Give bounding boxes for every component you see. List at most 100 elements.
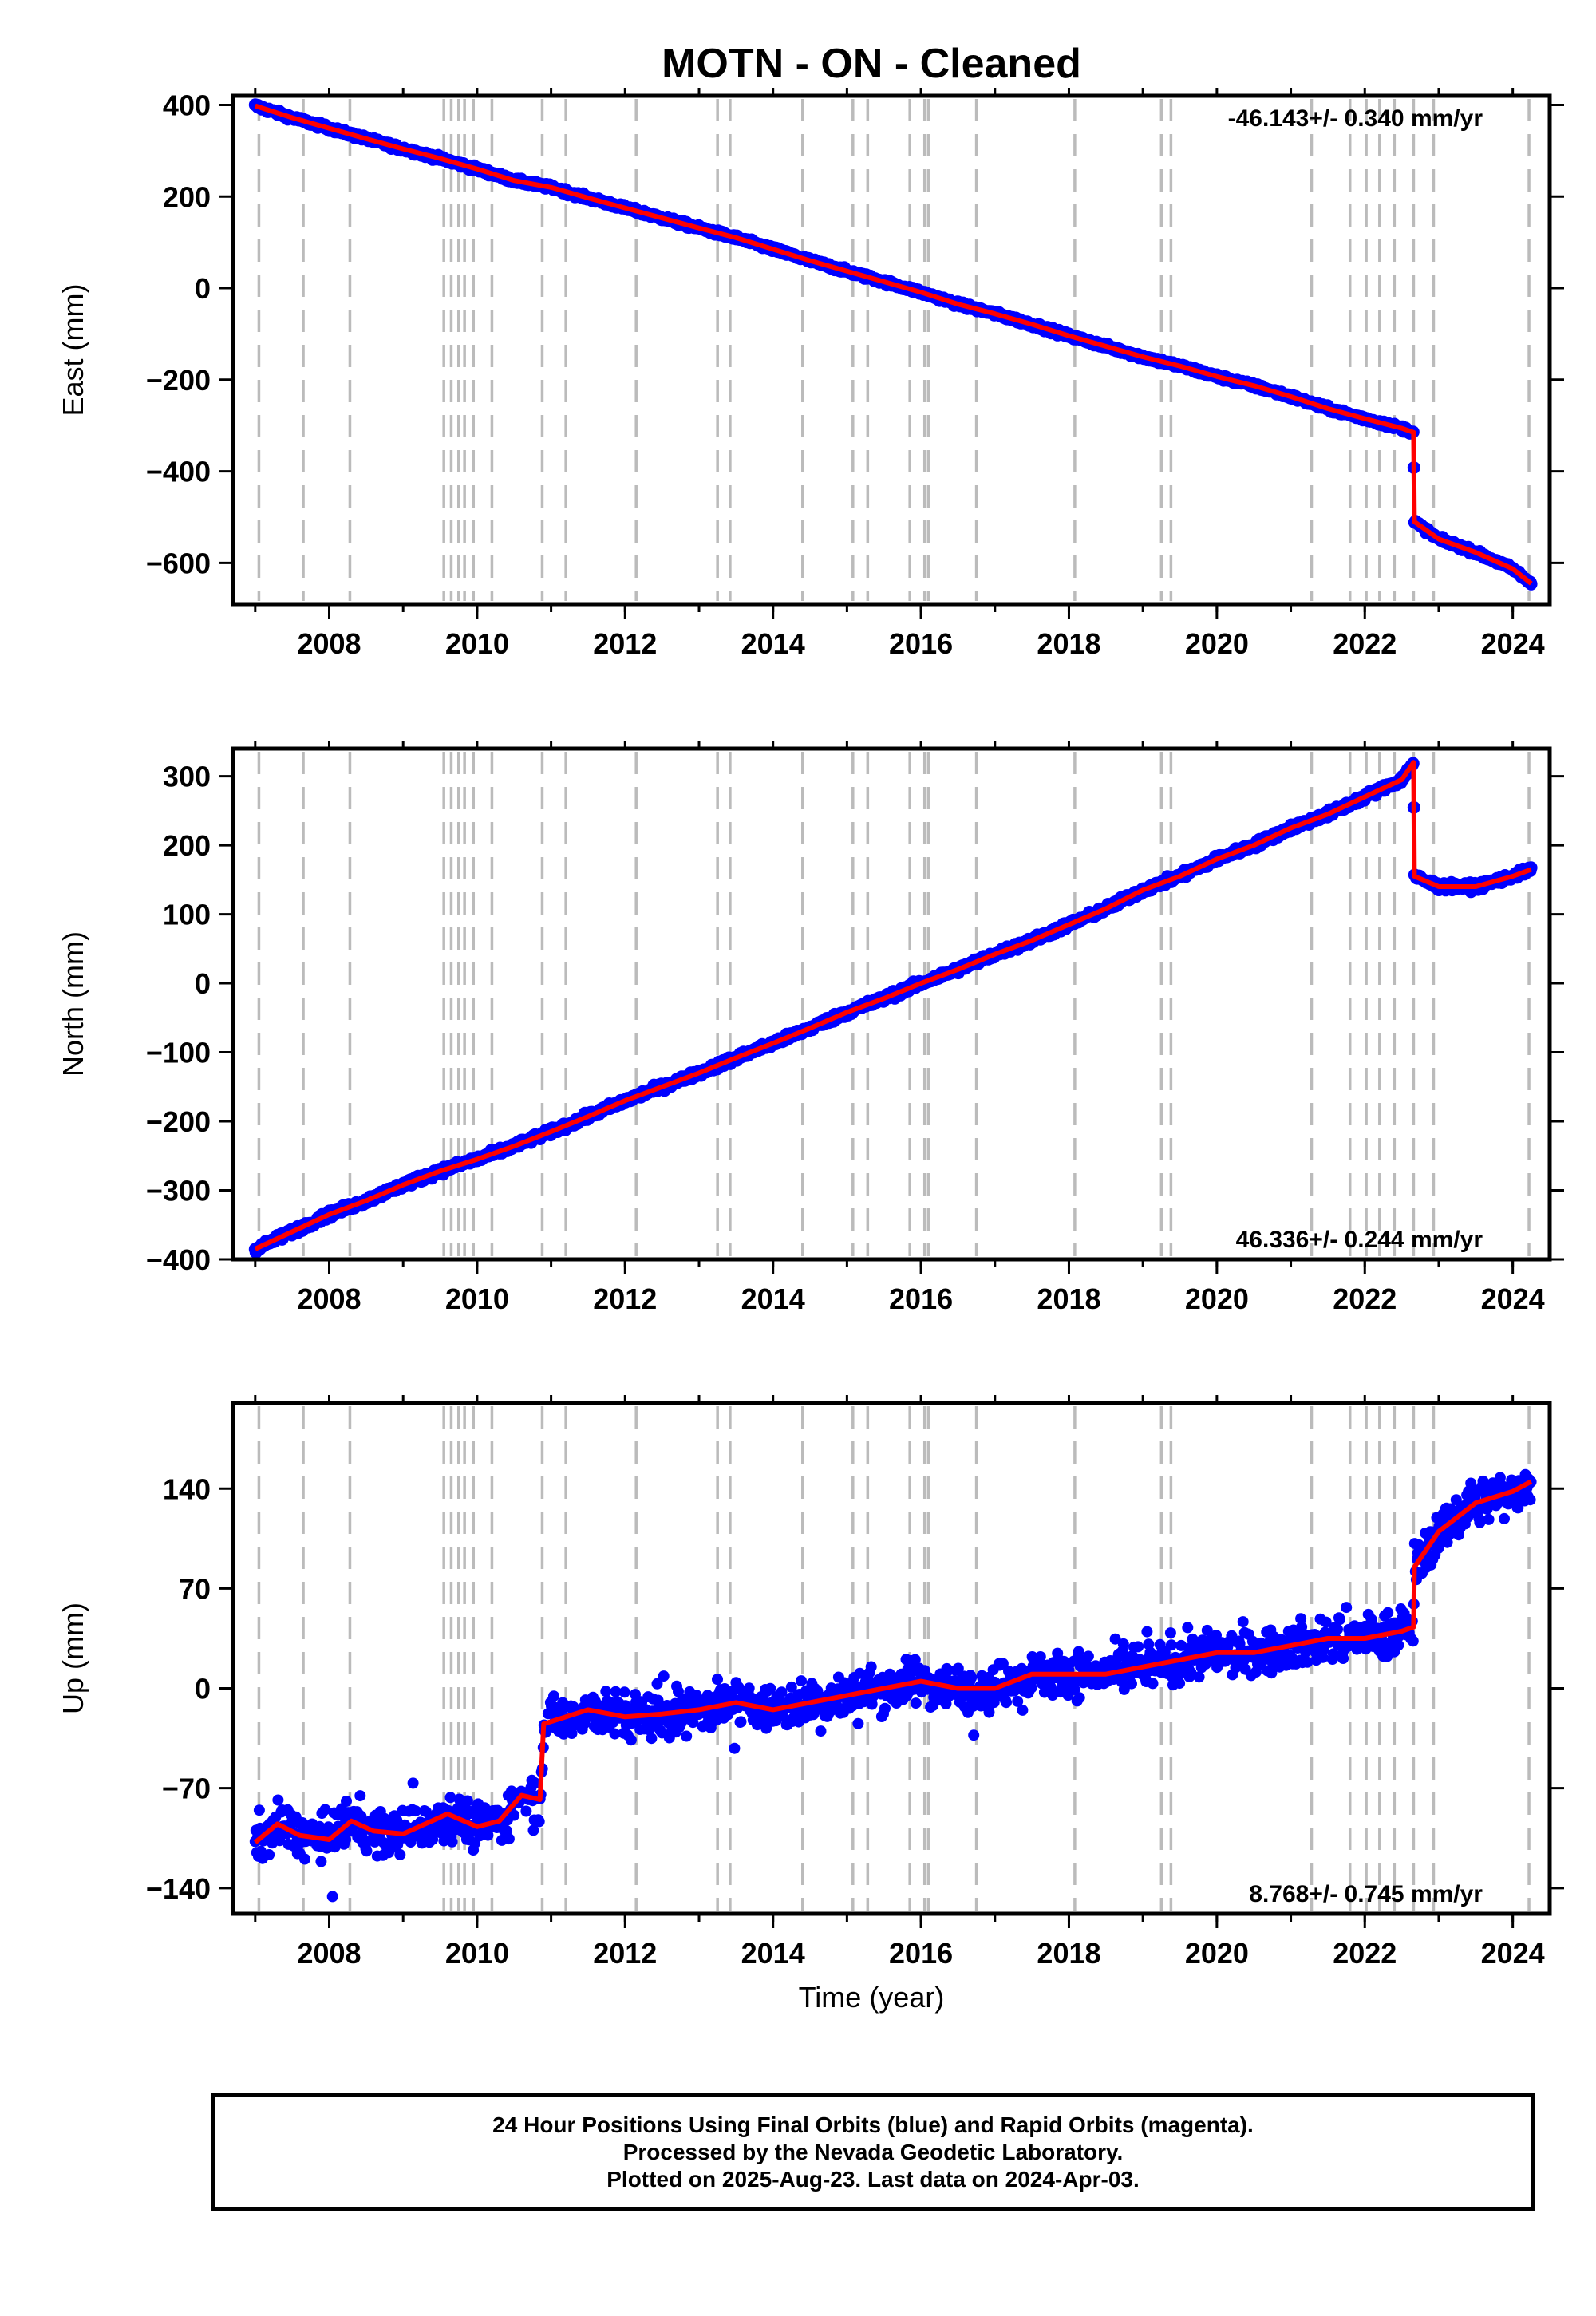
up-data-point (253, 1804, 265, 1816)
up-data-point (681, 1730, 693, 1742)
up-data-point (446, 1836, 458, 1848)
east-x-tick-label: 2020 (1185, 627, 1249, 660)
east-x-tick-label: 2016 (889, 627, 953, 660)
east-frame (231, 93, 1552, 607)
up-data-point (1126, 1678, 1137, 1690)
up-data-point (1483, 1513, 1495, 1525)
up-data-point (796, 1675, 807, 1687)
east-y-tick-label: 400 (163, 89, 211, 121)
up-data-point (503, 1833, 515, 1845)
north-x-tick-label: 2014 (741, 1282, 805, 1315)
north-y-tick-label: 300 (163, 761, 211, 793)
up-data-point (1193, 1671, 1205, 1683)
up-data-point (1117, 1638, 1129, 1650)
up-data-point (1499, 1512, 1510, 1524)
up-data-point (1237, 1616, 1249, 1628)
east-x-tick-label: 2014 (741, 627, 805, 660)
north-y-tick-label: −200 (146, 1105, 211, 1138)
east-x-tick-label: 2012 (593, 627, 657, 660)
east-y-tick-label: −600 (146, 547, 211, 579)
up-data-point (879, 1702, 891, 1714)
up-data-point (1141, 1626, 1153, 1638)
up-data-point (968, 1729, 980, 1741)
up-data-point (1524, 1494, 1536, 1506)
north-y-tick-label: −300 (146, 1175, 211, 1207)
up-data-point (548, 1690, 559, 1702)
up-data-point (600, 1686, 612, 1697)
up-data-point (407, 1777, 419, 1789)
up-data-point (1174, 1678, 1186, 1690)
east-data-points (248, 98, 1538, 591)
up-data-point (315, 1856, 327, 1867)
north-x-tick-label: 2020 (1185, 1282, 1249, 1315)
up-data-point (326, 1891, 338, 1903)
north-y-tick-label: 100 (163, 899, 211, 931)
up-data-point (712, 1674, 723, 1686)
up-data-point (1165, 1639, 1177, 1651)
east-y-axis-label: East (mm) (57, 284, 89, 417)
east-axes-frame (231, 93, 1552, 607)
up-data-point (1407, 1635, 1419, 1647)
chart-title: MOTN - ON - Cleaned (662, 41, 1081, 87)
east-y-tick-label: 200 (163, 180, 211, 213)
north-x-tick-label: 2008 (297, 1282, 361, 1315)
up-data-point (852, 1717, 864, 1729)
north-x-tick-label: 2010 (445, 1282, 509, 1315)
east-ticks: 2008 2010 2012 2014 2016 2018 2020 2022 2024 400 2… (146, 88, 1564, 660)
east-x-tick-label: 2022 (1333, 627, 1396, 660)
up-data-point (1182, 1622, 1194, 1634)
up-data-point (729, 1742, 741, 1754)
up-data-point (1332, 1623, 1343, 1635)
north-event-lines (257, 752, 1531, 1256)
up-data-point (263, 1849, 275, 1860)
up-data-point (354, 1790, 366, 1802)
up-data-point (299, 1853, 310, 1865)
east-y-tick-label: −400 (146, 456, 211, 488)
up-data-point (272, 1794, 284, 1806)
up-data-point (1147, 1678, 1159, 1690)
up-data-point (646, 1733, 658, 1745)
north-x-tick-label: 2024 (1481, 1282, 1545, 1315)
north-y-tick-label: 0 (195, 967, 211, 1000)
north-y-tick-label: −100 (146, 1037, 211, 1069)
up-data-point (361, 1845, 373, 1857)
north-y-axis-label: North (mm) (57, 931, 89, 1077)
east-panel: 2008 2010 2012 2014 2016 2018 2020 2022 2024 400 2… (57, 88, 1564, 660)
up-data-point (625, 1734, 637, 1746)
north-x-tick-label: 2012 (593, 1282, 657, 1315)
up-data-point (1382, 1607, 1394, 1618)
up-data-point (533, 1816, 545, 1828)
up-data-point (520, 1805, 532, 1817)
east-x-tick-label: 2018 (1037, 627, 1100, 660)
up-data-point (735, 1716, 747, 1728)
north-y-tick-label: −400 (146, 1243, 211, 1276)
north-data-points (248, 757, 1538, 1259)
up-data-point (1164, 1627, 1176, 1639)
north-rate-label: 46.336+/- 0.244 mm/yr (1236, 1227, 1483, 1253)
east-x-tick-label: 2024 (1481, 627, 1545, 660)
up-data-point (743, 1682, 755, 1694)
east-x-tick-label: 2008 (297, 627, 361, 660)
north-x-tick-label: 2022 (1333, 1282, 1396, 1315)
up-data-point (618, 1686, 630, 1698)
north-y-tick-label: 200 (163, 829, 211, 862)
up-data-point (966, 1672, 978, 1684)
east-x-tick-label: 2010 (445, 627, 509, 660)
north-x-tick-label: 2016 (889, 1282, 953, 1315)
east-model-line (254, 103, 1533, 586)
up-data-point (394, 1848, 406, 1860)
north-x-tick-label: 2018 (1037, 1282, 1100, 1315)
up-data-point (1341, 1602, 1353, 1614)
up-data-point (865, 1661, 877, 1673)
up-panel: 2008 2010 2012 2014 2016 2018 2020 2022 20241407… (57, 1395, 1564, 1970)
up-data-point (1132, 1641, 1144, 1653)
north-panel: 2008 2010 2012 2014 2016 2018 2020 2022 2024 300 2… (57, 741, 1564, 1315)
up-data-point (910, 1697, 922, 1709)
up-data-point (341, 1796, 352, 1807)
east-y-tick-label: 0 (195, 272, 211, 305)
up-data-point (1073, 1692, 1085, 1704)
east-y-tick-label: −200 (146, 364, 211, 397)
up-data-point (1337, 1653, 1349, 1664)
up-data-point (815, 1725, 827, 1737)
